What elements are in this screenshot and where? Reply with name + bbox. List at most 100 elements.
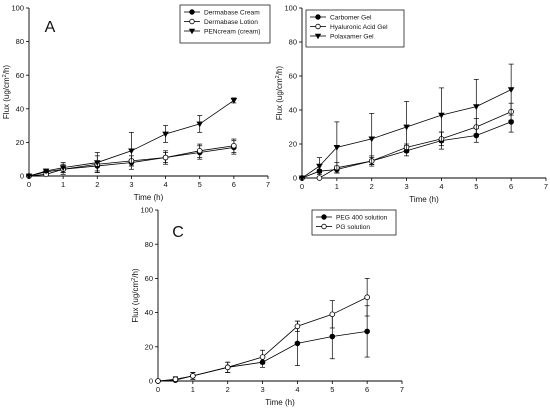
data-point (59, 165, 67, 171)
data-point (162, 131, 169, 138)
series-line (301, 121, 512, 179)
data-point (364, 294, 370, 301)
data-point (329, 311, 336, 318)
x-tick-label: 1 (61, 180, 65, 189)
x-tick-label: 5 (198, 180, 202, 189)
x-tick-label: 3 (260, 385, 264, 394)
series-line (301, 89, 512, 179)
legend-label: Dermabase Cream (204, 9, 260, 16)
chart-panel-b: 0 1 2 3 4 5 6 7 0 20 40 60 80 100 Time (h) Flux (ug/cm2… (275, 4, 548, 204)
x-tick-label: 7 (544, 182, 548, 191)
legend-marker (314, 33, 322, 40)
y-tick-label: 100 (140, 206, 153, 215)
data-point (368, 136, 375, 143)
x-tick-label: 1 (335, 182, 339, 191)
series-line (157, 296, 368, 382)
legend-box (311, 209, 397, 236)
y-tick-label: 20 (145, 342, 153, 351)
x-tick-label: 2 (370, 182, 374, 191)
data-point (128, 148, 135, 155)
x-tick-label: 4 (163, 180, 167, 189)
y-tick-label: 100 (11, 4, 24, 13)
legend-box (305, 9, 405, 48)
y-tick-label: 100 (284, 4, 297, 13)
y-tick-label: 20 (16, 138, 24, 147)
legend-marker (315, 14, 321, 20)
x-tick-label: 4 (439, 182, 443, 191)
x-axis-title: Time (h) (409, 195, 439, 204)
data-point (298, 175, 306, 182)
data-point (316, 163, 323, 170)
x-tick-label: 0 (156, 385, 160, 394)
y-tick-label: 0 (20, 172, 24, 181)
data-point (259, 354, 266, 360)
data-point (294, 340, 301, 347)
legend: Dermabase Cream Dermabase Lotion PENcream … (179, 4, 271, 44)
legend-label: PENcream (cream) (204, 28, 260, 35)
data-point (507, 87, 515, 93)
x-tick-label: 0 (300, 182, 304, 191)
data-point (25, 173, 33, 180)
y-tick-label: 40 (16, 104, 24, 113)
legend-label: Dermabase Lotion (204, 19, 258, 26)
data-point (438, 112, 445, 119)
legend-marker (321, 223, 327, 230)
chart-panel-a: 0 1 2 3 4 5 6 7 0 20 40 60 80 100 Time (h) Flux (ug/cm2… (2, 4, 271, 202)
chart-panel-c: 0 1 2 3 4 5 6 7 0 20 40 60 80 100 Time (h) Flux (ug/cm2… (131, 206, 404, 407)
x-tick-label: 7 (266, 180, 270, 189)
y-axis-title: Flux (ug/cm2/h) (131, 268, 140, 323)
legend: Carbomer Gel Hyaluronic Acid Gel Polaxamer… (305, 9, 405, 48)
x-tick-label: 2 (226, 385, 230, 394)
y-tick-label: 0 (293, 174, 297, 183)
data-point (196, 121, 203, 128)
x-axis-title: Time (h) (265, 398, 295, 407)
x-tick-label: 4 (295, 385, 299, 394)
data-point (162, 154, 169, 161)
legend-label: Hyaluronic Acid Gel (330, 24, 388, 31)
legend-marker (315, 23, 321, 30)
y-tick-label: 60 (289, 72, 297, 81)
series-polaxamer-gel (298, 63, 515, 182)
y-tick-label: 0 (149, 377, 153, 386)
data-point (294, 323, 301, 330)
legend-box (179, 4, 271, 44)
y-axis-title: Flux (ug/cm2/h) (2, 65, 11, 120)
data-point (231, 142, 237, 149)
data-point (333, 145, 341, 151)
x-tick-label: 5 (330, 385, 334, 394)
series-line (28, 100, 235, 177)
legend-label: Polaxamer Gel (330, 33, 374, 40)
series-pg-solution (155, 278, 370, 384)
legend-label: Carbomer Gel (330, 14, 372, 21)
data-point (473, 104, 480, 110)
panel-label: C (172, 224, 184, 241)
x-tick-label: 5 (474, 182, 478, 191)
series-line (157, 331, 368, 382)
x-tick-label: 6 (232, 180, 236, 189)
x-tick-label: 6 (365, 385, 369, 394)
data-point (364, 328, 370, 335)
series-peg-400-solution (155, 305, 370, 384)
data-point (403, 124, 410, 131)
x-tick-label: 7 (400, 385, 404, 394)
series-line (28, 147, 234, 177)
data-point (155, 378, 161, 384)
data-point (172, 376, 179, 383)
y-tick-label: 80 (16, 37, 24, 46)
y-tick-label: 80 (289, 38, 297, 47)
x-tick-label: 2 (95, 180, 99, 189)
series-line (302, 111, 512, 179)
legend-label: PEG 400 solution (336, 214, 388, 221)
legend-label: PG solution (336, 224, 370, 231)
y-axis-title: Flux (ug/cm2/h) (275, 66, 284, 121)
series-pencream-cream (25, 97, 238, 180)
data-point (196, 148, 203, 154)
x-tick-label: 6 (509, 182, 513, 191)
data-point (42, 168, 50, 175)
x-axis-title: Time (h) (134, 193, 164, 202)
y-tick-label: 80 (145, 240, 153, 249)
legend-marker (321, 214, 327, 220)
data-point (94, 160, 101, 166)
x-tick-label: 0 (27, 180, 31, 189)
